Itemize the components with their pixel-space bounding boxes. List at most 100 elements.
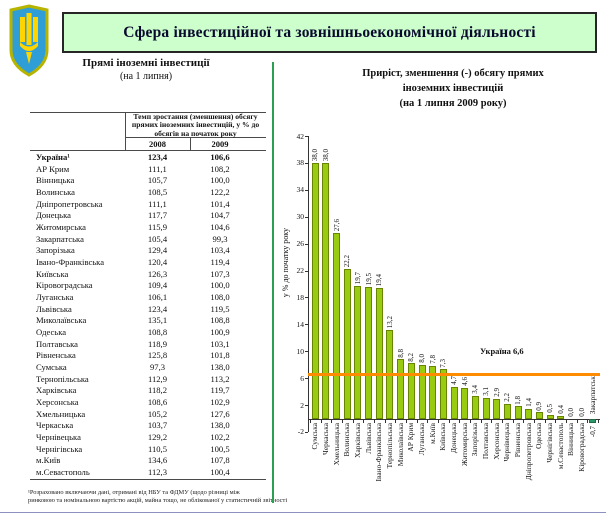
value-2008: 115,9: [147, 221, 168, 232]
value-2009: 100,9: [210, 326, 230, 337]
y-tick-label: 38: [296, 158, 305, 168]
bar-value-label: 1,8: [514, 395, 523, 405]
region-name: м.Київ: [36, 455, 61, 466]
bar-value-label: 8,8: [396, 348, 405, 358]
y-tick-mark: [305, 216, 308, 218]
value-2008: 123,4: [147, 151, 168, 162]
y-tick-mark: [305, 431, 308, 433]
x-tick-mark: [502, 419, 504, 423]
table-header-merged: Темп зростання (зменшення) обсягу прямих…: [131, 112, 260, 138]
y-tick-mark: [305, 351, 308, 353]
y-tick-label: 42: [296, 131, 305, 141]
bar-value-label: 0,0: [567, 407, 576, 417]
x-tick-mark: [480, 419, 482, 423]
x-tick-mark: [342, 419, 343, 423]
value-2008: 110,5: [147, 443, 168, 454]
bar-value-label: 0,4: [556, 405, 565, 414]
bar: [493, 399, 501, 419]
y-tick-mark: [305, 162, 308, 164]
bar-value-label: 19,5: [364, 273, 373, 286]
table-row: Луганська 106,1 108,0: [30, 291, 266, 303]
value-2008: 134,6: [147, 455, 168, 466]
table-row: Одеська 108,8 100,9: [30, 326, 266, 338]
table-subtitle: (на 1 липня): [119, 71, 173, 82]
value-2009: 101,4: [210, 198, 230, 209]
category-label: Запорізька: [470, 422, 480, 456]
bar: [407, 363, 415, 419]
value-2009: 119,5: [210, 303, 230, 314]
bar-value-label: 4,7: [450, 376, 458, 385]
x-tick-mark: [555, 419, 557, 423]
y-tick-label: 30: [296, 212, 305, 222]
bar-value-label: 38,0: [321, 148, 330, 161]
value-2008: 135,1: [147, 315, 168, 326]
table-row: АР Крим 111,1 108,2: [30, 163, 266, 175]
y-axis-line: [308, 136, 309, 432]
category-label: м.Київ: [427, 422, 437, 444]
value-2009: 100,4: [210, 466, 230, 477]
value-2008: 118,2: [147, 385, 168, 396]
y-tick-label: 18: [296, 292, 305, 302]
y-tick-label: 14: [296, 319, 305, 329]
bar: [450, 386, 458, 419]
category-label: Полтавська: [481, 422, 491, 459]
region-name: Донецька: [36, 210, 71, 221]
table-row: Чернівецька 129,2 102,2: [30, 431, 266, 443]
bar: [333, 232, 341, 419]
value-2008: 105,2: [147, 408, 168, 419]
category-label: Івано-Франківська: [374, 422, 384, 482]
table-row: Львівська 123,4 119,5: [30, 303, 266, 315]
x-tick-mark: [406, 419, 408, 423]
table-row: Миколаївська 135,1 108,8: [30, 314, 266, 326]
value-2008: 117,7: [147, 210, 168, 221]
region-name: Полтавська: [36, 338, 78, 349]
region-name: Луганська: [36, 291, 74, 302]
value-2009: 119,7: [210, 385, 230, 396]
x-tick-mark: [331, 419, 333, 423]
value-2009: 138,0: [210, 361, 230, 372]
table-bottom-rule: [30, 479, 266, 480]
x-tick-mark: [384, 419, 386, 423]
value-2009: 101,8: [210, 350, 230, 361]
value-2009: 99,3: [212, 233, 228, 244]
value-2008: 118,9: [147, 338, 168, 349]
table-title: Прямі іноземні інвестиції: [82, 57, 210, 69]
table-vertical-rule-1: [125, 112, 126, 151]
x-tick-mark: [544, 419, 546, 423]
y-tick-label: 34: [296, 185, 305, 195]
bar-value-label: 3,1: [482, 386, 491, 396]
bar-value-label: 0,5: [546, 404, 555, 414]
bar-value-label: 2,9: [492, 388, 501, 398]
value-2008: 129,4: [147, 245, 168, 256]
bar: [439, 369, 447, 419]
bar: [397, 359, 405, 419]
category-label: Рівненська: [513, 422, 523, 457]
value-2008: 120,4: [147, 256, 168, 267]
region-name: Одеська: [36, 326, 67, 337]
category-label: АР Крим: [406, 422, 416, 452]
page-title: Сфера інвестиційної та зовнішньоекономіч…: [123, 23, 536, 41]
x-tick-mark: [448, 419, 450, 423]
category-label: Київська: [438, 422, 448, 451]
x-tick-mark: [395, 419, 397, 423]
bar-value-label: 22,2: [343, 254, 352, 268]
bar: [471, 395, 479, 419]
table-row: Київська 126,3 107,3: [30, 268, 266, 280]
value-2008: 103,7: [147, 420, 168, 431]
category-label: Кіровоградська: [577, 422, 587, 472]
x-tick-mark: [576, 419, 578, 423]
bar-value-label: 7,3: [439, 358, 448, 368]
footnote-line-2: ринковою та номінальною вартістю акцій, …: [28, 497, 288, 504]
chart-title-line-2: іноземних інвестицій: [402, 83, 504, 94]
table-top-rule: [30, 112, 266, 113]
bar: [365, 287, 373, 419]
region-name: Тернопільська: [36, 373, 89, 384]
x-tick-mark: [587, 419, 589, 423]
x-tick-mark: [459, 419, 461, 423]
value-2009: 100,5: [210, 443, 230, 454]
value-2008: 106,1: [147, 291, 168, 302]
value-2008: 108,5: [147, 186, 168, 197]
chart-title-line-1: Приріст, зменшення (-) обсягу прямих: [362, 68, 544, 79]
region-name: Вінницька: [36, 175, 75, 186]
bar-value-label: 27,6: [332, 218, 341, 231]
